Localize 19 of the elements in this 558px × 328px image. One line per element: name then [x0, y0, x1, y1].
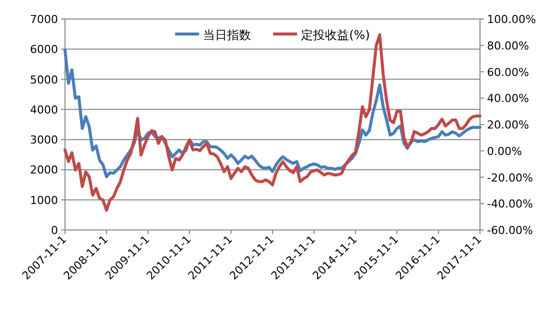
y-tick-label: 1000	[30, 194, 58, 207]
y2-tick-label: -20.00%	[487, 171, 533, 184]
y2-tick-label: 60.00%	[487, 66, 529, 79]
y2-tick-label: -60.00%	[487, 224, 533, 237]
y2-tick-label: 80.00%	[487, 39, 529, 52]
y-tick-label: 3000	[30, 134, 58, 147]
y-tick-label: 2000	[30, 164, 58, 177]
y2-tick-label: 100.00%	[487, 13, 536, 26]
y2-tick-label: 20.00%	[487, 118, 529, 132]
y-tick-label: 0	[51, 224, 58, 237]
legend-label: 当日指数	[203, 28, 252, 42]
y2-tick-label: 40.00%	[487, 92, 529, 106]
y-tick-label: 6000	[30, 43, 58, 56]
y2-tick-label: -40.00%	[487, 198, 533, 211]
legend-label: 定投收益(%)	[301, 28, 370, 42]
y-tick-label: 5000	[30, 73, 58, 86]
y-tick-label: 4000	[30, 103, 58, 116]
y-tick-label: 7000	[30, 13, 58, 26]
y2-tick-label: 0.00%	[487, 144, 522, 158]
